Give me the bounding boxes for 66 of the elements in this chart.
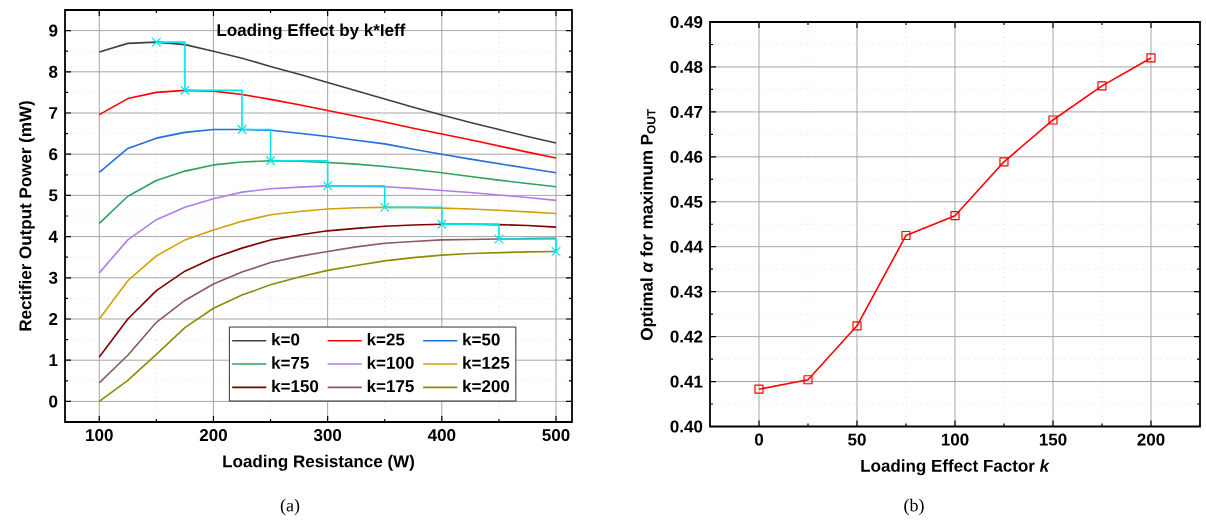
y-tick-label: 6 — [49, 148, 58, 161]
x-axis-title: Loading Resistance (W) — [223, 454, 414, 471]
text: Loading Effect by k*Ieff — [217, 23, 406, 40]
x-tick-label: 0 — [754, 433, 764, 446]
point — [237, 124, 247, 135]
y-tick-label: 9 — [49, 24, 58, 37]
legend-label: k=50 — [463, 333, 500, 346]
point — [1048, 115, 1058, 125]
x-tick-label: 100 — [941, 433, 969, 446]
x-tick-label: 200 — [199, 429, 227, 442]
y-axis-title: Rectifier Output Power (mW) — [18, 101, 35, 331]
point — [180, 85, 190, 96]
legend-label: k=100 — [367, 356, 414, 369]
point — [999, 157, 1009, 167]
point — [803, 375, 813, 385]
y-tick-label: 0 — [49, 395, 58, 408]
legend-label: k=125 — [463, 356, 510, 369]
point — [1146, 53, 1156, 63]
legend-label: k=200 — [463, 379, 510, 393]
legend-label: k=175 — [367, 379, 414, 393]
point — [322, 181, 333, 191]
point — [950, 211, 960, 221]
y-axis-title: Optimal α for maximum P$_{OUT}$ — [640, 109, 657, 341]
y-tick-label: 0.46 — [670, 150, 703, 163]
point — [1097, 81, 1107, 91]
y-tick-label: 0.48 — [670, 61, 703, 74]
x-tick-label: 500 — [542, 429, 570, 442]
legend-label: k=25 — [367, 333, 405, 346]
x-tick-label: 300 — [313, 429, 342, 442]
y-tick-label: 0.44 — [670, 240, 703, 253]
y-tick-label: 0.41 — [670, 375, 703, 388]
y-tick-label: 0.45 — [670, 195, 703, 208]
y-tick-label: 7 — [49, 107, 58, 119]
point — [436, 219, 447, 230]
y-tick-label: 0.42 — [670, 330, 703, 343]
legend-label: k=150 — [272, 379, 319, 393]
x-tick-label: 200 — [1137, 433, 1165, 446]
y-tick-label: 3 — [48, 271, 58, 284]
y-tick-label: 0.47 — [670, 105, 703, 118]
point — [379, 202, 390, 213]
y-tick-label: 0.43 — [670, 285, 703, 298]
text: (a) — [280, 498, 300, 516]
point — [852, 321, 862, 331]
y-tick-label: 0.49 — [670, 16, 703, 29]
x-tick-label: 150 — [1039, 433, 1067, 446]
point — [265, 156, 276, 166]
x-axis-title: Loading Effect Factor k — [861, 459, 1050, 476]
y-tick-label: 1 — [49, 354, 58, 367]
y-tick-label: 2 — [49, 313, 58, 326]
y-tick-label: 5 — [49, 189, 58, 202]
x-tick-label: 50 — [848, 433, 866, 446]
x-tick-label: 100 — [86, 429, 113, 442]
point — [551, 246, 561, 257]
line-series — [98, 206, 557, 320]
point — [151, 37, 162, 48]
point — [901, 230, 911, 241]
text: (b) — [904, 498, 924, 516]
y-tick-label: 0.40 — [670, 420, 703, 433]
point — [494, 234, 504, 245]
line-series — [98, 160, 557, 225]
y-tick-label: 8 — [49, 65, 58, 78]
y-tick-label: 4 — [48, 230, 58, 243]
legend-label: k=0 — [272, 333, 300, 346]
x-tick-label: 400 — [427, 429, 456, 442]
point — [754, 384, 764, 394]
legend-label: k=75 — [272, 356, 309, 369]
